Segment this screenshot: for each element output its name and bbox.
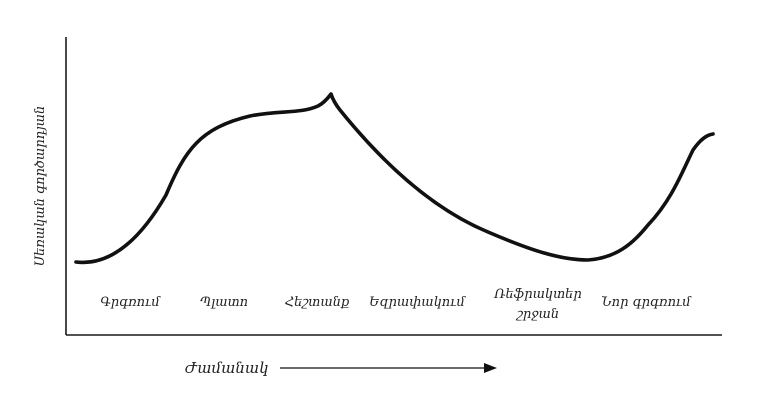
stage-label-refractory-period: Ռեֆրակտեր (493, 287, 581, 302)
stage-label-orgasm: Հեշտանք (285, 295, 349, 310)
arousal-curve (74, 92, 715, 265)
stage-label-refractory-period-line2: շրջան (515, 307, 559, 322)
time-arrow-head (484, 363, 497, 373)
stage-label-resolution: Եզրափակում (369, 295, 466, 310)
stage-label-new-excitement: Նոր գրգռում (601, 295, 692, 310)
y-axis-label: Սեռական գործարդյան (33, 106, 48, 267)
stage-label-excitement: Գրգռում (100, 295, 161, 310)
x-axis-label: Ժամանակ (185, 359, 269, 377)
stage-label-plateau: Պլատո (200, 295, 248, 310)
